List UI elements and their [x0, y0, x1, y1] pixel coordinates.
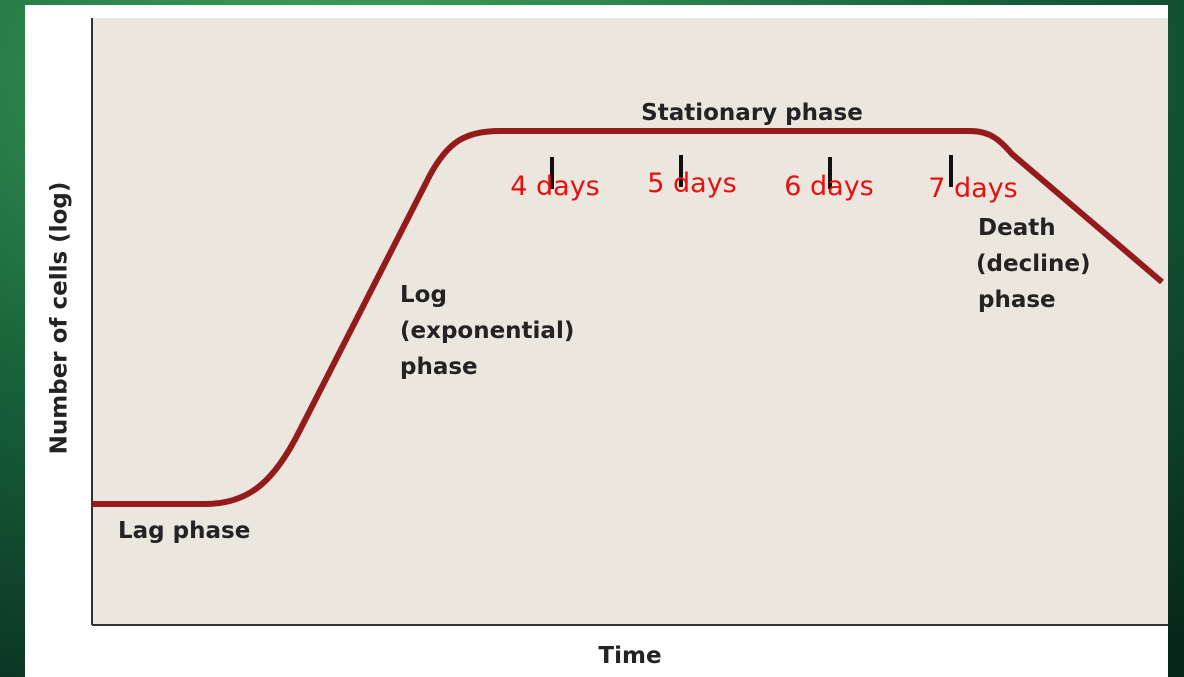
phase-label: Death [978, 215, 1056, 241]
phase-label: (exponential) [400, 318, 574, 344]
phase-label: Lag phase [118, 518, 250, 544]
day-label: 6 days [784, 171, 874, 202]
slide: Number of cells (log) Time Lag phase Log… [0, 0, 1184, 677]
phase-label: phase [978, 287, 1056, 313]
phase-label: (decline) [976, 251, 1090, 277]
day-label: 7 days [928, 173, 1018, 204]
page: Number of cells (log) Time Lag phase Log… [0, 0, 1184, 677]
y-axis-label: Number of cells (log) [47, 182, 73, 455]
phase-label: phase [400, 354, 478, 380]
phase-label: Log [400, 282, 447, 308]
plot-area [92, 18, 1168, 625]
day-label: 5 days [647, 168, 737, 199]
phase-label: Stationary phase [641, 100, 863, 126]
day-label: 4 days [510, 171, 600, 202]
x-axis-label: Time [598, 643, 661, 669]
